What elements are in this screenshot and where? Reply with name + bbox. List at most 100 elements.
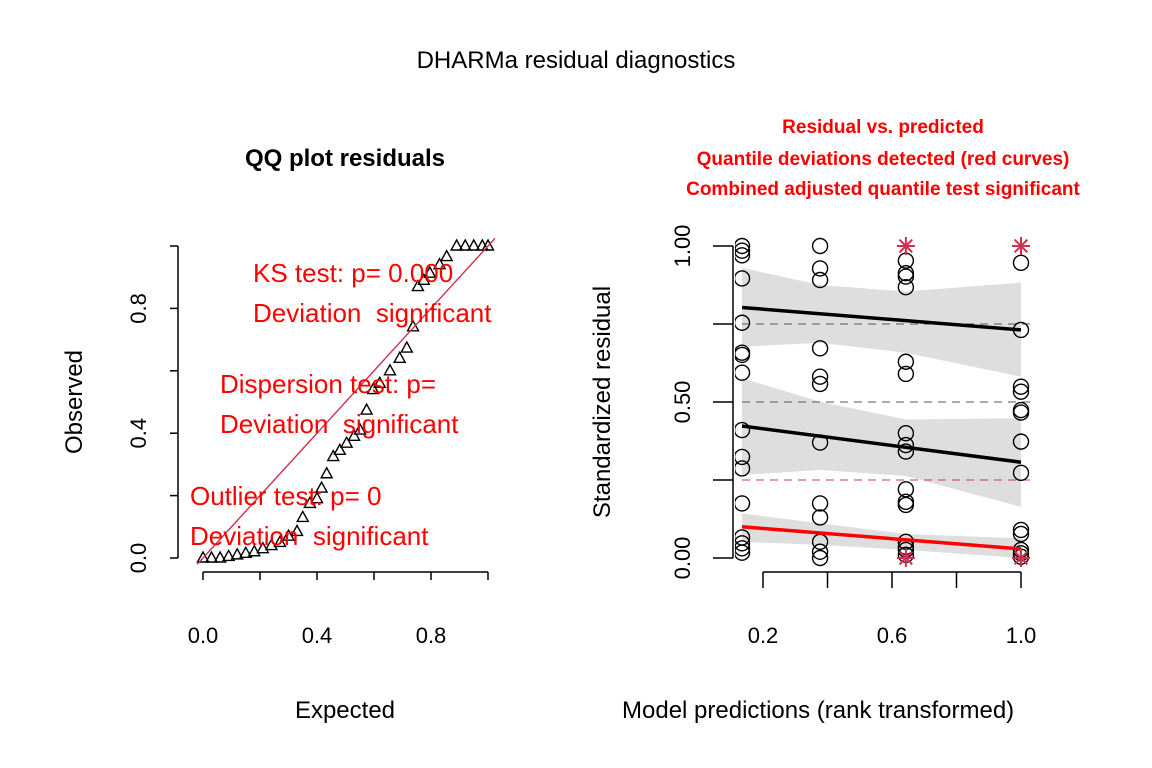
qq-point-triangle (439, 249, 454, 262)
qq-y-tick-label: 0.4 (126, 418, 151, 449)
residual-plot-title-line1: Residual vs. predicted (782, 117, 984, 138)
residual-point (735, 314, 751, 331)
qq-point-triangle (373, 375, 387, 388)
qq-x-tick-label: 0.0 (188, 623, 219, 648)
quantile-confidence-band (742, 513, 1021, 558)
qq-point-triangle (230, 547, 244, 560)
qq-point-triangle (359, 402, 374, 415)
residual-point (1012, 525, 1030, 543)
residual-point (735, 460, 751, 477)
qq-point-triangle (196, 550, 210, 563)
qq-x-tick-label: 0.4 (302, 623, 333, 648)
residual-point (811, 368, 829, 385)
qq-point-triangle (467, 238, 481, 251)
residual-plot-title-line3: Combined adjusted quantile test signific… (686, 179, 1080, 200)
residual-point (1012, 464, 1030, 482)
residual-point (735, 237, 751, 255)
qq-point-triangle (432, 257, 447, 270)
qq-test-annotation-line1: Dispersion test: p= (220, 369, 436, 399)
residual-point (811, 543, 829, 560)
residual-point (1012, 383, 1030, 400)
residual-point (735, 247, 751, 264)
residual-point (735, 540, 751, 557)
qq-point-triangle (449, 238, 464, 251)
qq-point-triangle (481, 238, 495, 251)
qq-test-annotation-line2: Deviation significant (253, 298, 492, 328)
qq-test-annotation-line2: Deviation significant (220, 409, 459, 439)
qq-point-triangle (213, 550, 227, 563)
qq-point-triangle (339, 435, 354, 448)
residual-x-tick-label: 0.2 (748, 623, 779, 648)
residual-point (811, 260, 829, 277)
qq-point-triangle (400, 340, 414, 353)
figure-title: DHARMa residual diagnostics (417, 47, 736, 74)
qq-point-triangle (314, 480, 329, 493)
qq-x-tick-label: 0.8 (416, 623, 447, 648)
residual-point (811, 375, 829, 393)
qq-y-tick-label: 0.0 (126, 543, 151, 574)
residual-x-tick-label: 1.0 (1006, 623, 1037, 648)
outlier-asterisk (1012, 549, 1030, 567)
quantile-regression-line (741, 525, 1022, 551)
qq-test-annotation-line1: KS test: p= 0.000 (253, 258, 453, 288)
residual-point (811, 549, 829, 567)
residual-point (1012, 378, 1030, 395)
qq-point-triangle (411, 279, 425, 292)
residual-point (735, 364, 751, 381)
residual-point (897, 425, 915, 442)
qq-point-triangle (423, 265, 437, 278)
qq-point-triangle (417, 272, 431, 286)
residual-point (811, 340, 829, 357)
residual-y-tick-label: 0.00 (670, 537, 695, 580)
qq-point-triangle (247, 544, 261, 557)
residual-point (735, 421, 751, 439)
qq-point-triangle (239, 545, 253, 559)
qq-point-triangle (264, 538, 279, 551)
qq-point-triangle (333, 442, 347, 456)
residual-point (735, 346, 751, 364)
qq-point-triangle (366, 382, 380, 395)
residual-point (1012, 433, 1030, 450)
residual-point (1012, 404, 1030, 421)
outlier-asterisk (896, 237, 915, 255)
qq-point-triangle (204, 550, 219, 563)
qq-plot-title: QQ plot residuals (245, 145, 445, 172)
qq-point-triangle (392, 350, 407, 364)
residual-vs-predicted-panel: Residual vs. predicted Quantile deviatio… (589, 117, 1081, 724)
residual-point (1012, 254, 1030, 272)
residual-point (735, 535, 751, 552)
residual-point (735, 495, 751, 512)
residual-x-axis-label: Model predictions (rank transformed) (622, 697, 1014, 724)
residual-point (897, 443, 915, 460)
qq-point-triangle (347, 428, 361, 442)
residual-point (897, 496, 915, 514)
residual-x-tick-label: 0.6 (877, 623, 908, 648)
residual-point (811, 237, 829, 255)
qq-point-triangle (256, 541, 270, 554)
qq-point-triangle (310, 491, 324, 504)
qq-test-annotation-line1: Outlier test: p= 0 (190, 481, 381, 511)
outlier-asterisk (896, 549, 915, 567)
qq-point-triangle (326, 449, 340, 462)
residual-point (811, 509, 829, 526)
residual-point (897, 365, 915, 383)
residual-point (1012, 521, 1030, 539)
outlier-asterisk (1012, 237, 1030, 255)
residual-point (735, 242, 751, 259)
qq-reference-line (196, 237, 495, 565)
qq-point-triangle (296, 509, 310, 523)
qq-test-annotation-line2: Deviation significant (190, 521, 429, 551)
qq-point-triangle (273, 534, 287, 548)
residual-point (735, 448, 751, 466)
qq-point-triangle (353, 422, 367, 435)
residual-y-tick-label: 1.00 (670, 225, 695, 268)
residual-point (897, 268, 915, 285)
qq-point-triangle (458, 238, 472, 251)
qq-point-triangle (320, 466, 334, 479)
residual-point (735, 270, 751, 287)
residual-point (811, 271, 829, 289)
quantile-confidence-band (742, 267, 1021, 377)
residual-plot-title-line2: Quantile deviations detected (red curves… (697, 149, 1070, 170)
residual-point (897, 278, 915, 296)
qq-plot-panel: QQ plot residuals Observed Expected 0.0 0… (61, 145, 495, 724)
